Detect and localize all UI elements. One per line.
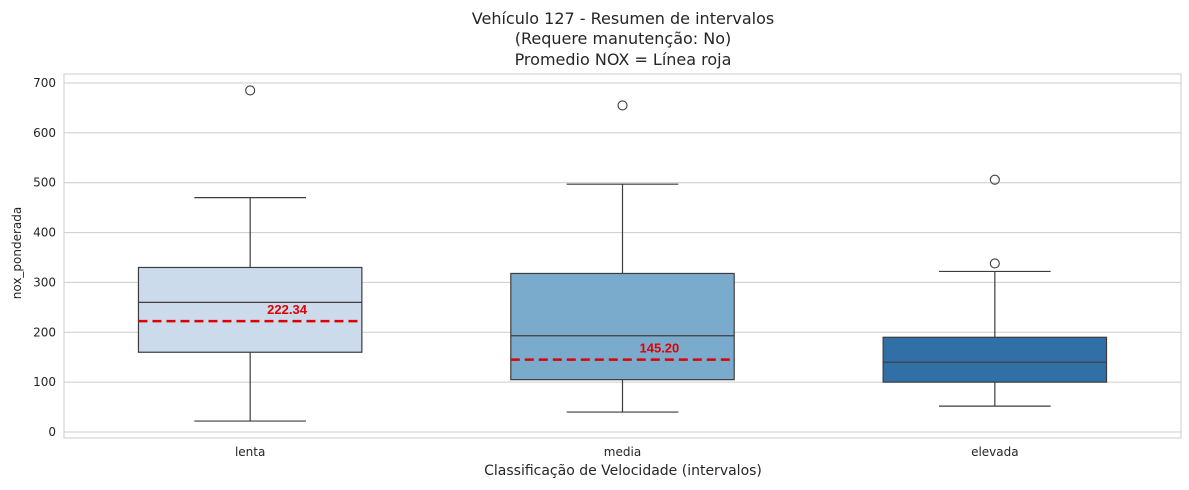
plot-area: 0 100 200 300 400 500 600 700 lenta media elevada 2… [33, 73, 1182, 459]
y-tick-label: 600 [33, 126, 56, 140]
y-tick-label: 500 [33, 176, 56, 190]
box-lenta [137, 266, 363, 353]
y-tick-label: 300 [33, 275, 56, 289]
x-tick-label: elevada [971, 445, 1019, 459]
mean-value-label: 145.20 [640, 341, 680, 356]
chart-title-line-2: (Requere manutenção: No) [515, 29, 732, 48]
box-media [510, 272, 735, 381]
y-tick-label: 0 [48, 425, 56, 439]
outlier-point [245, 85, 256, 96]
x-axis-label: Classificação de Velocidade (intervalos) [484, 463, 762, 479]
outlier-point [989, 174, 1000, 185]
x-tick-label: lenta [235, 445, 265, 459]
outlier-point [617, 100, 628, 111]
y-axis-label: nox_ponderada [10, 207, 24, 300]
outlier-point [989, 258, 1000, 269]
y-tick-label: 700 [33, 76, 56, 90]
y-tick-label: 200 [33, 325, 56, 339]
mean-value-label: 222.34 [267, 302, 308, 317]
chart-title-line-1: Vehículo 127 - Resumen de intervalos [472, 9, 774, 28]
x-tick-label: media [604, 445, 641, 459]
y-tick-label: 100 [33, 375, 56, 389]
y-tick-label: 400 [33, 226, 56, 240]
box-elevada [882, 336, 1108, 383]
chart-title-line-3: Promedio NOX = Línea roja [515, 50, 732, 69]
plot-frame [63, 73, 1182, 439]
